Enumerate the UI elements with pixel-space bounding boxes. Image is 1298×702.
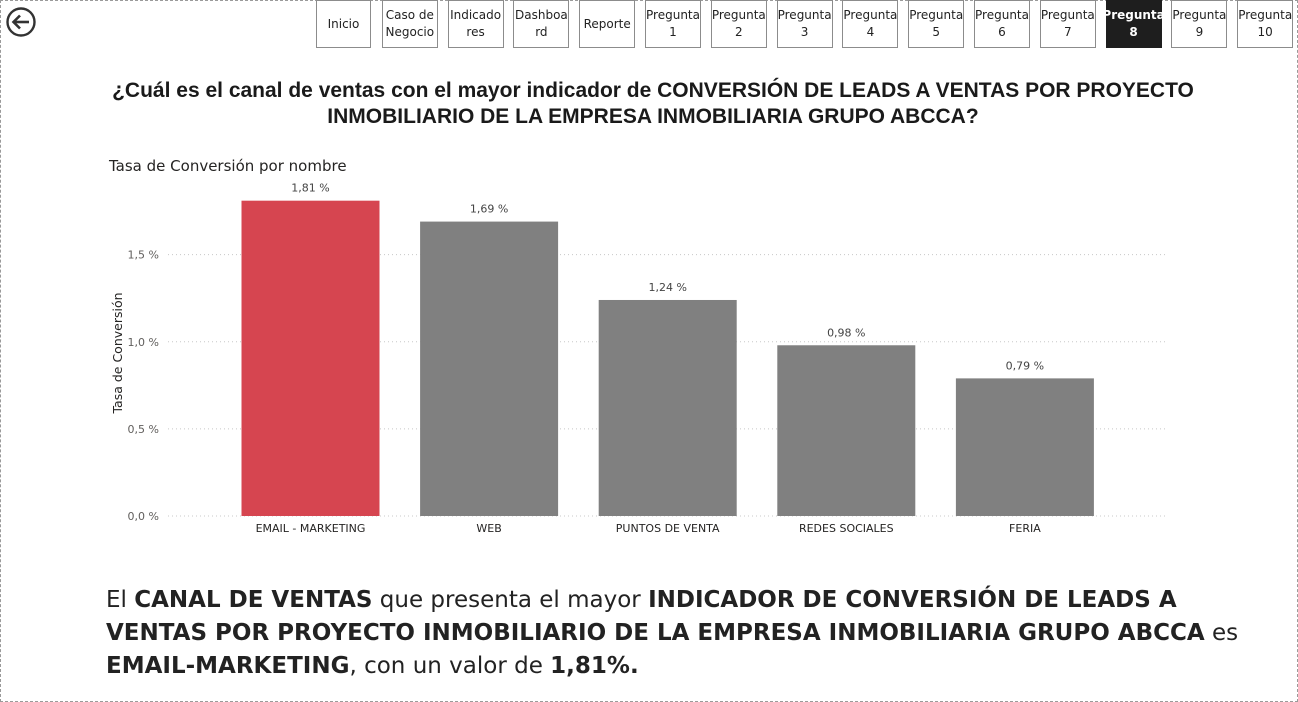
answer-emphasis: 1,81%. [550, 653, 639, 679]
bar-1 [241, 200, 380, 516]
nav-button-2[interactable]: Caso de Negocio [381, 0, 438, 48]
bar-2 [420, 221, 559, 516]
x-tick-label: FERIA [1009, 522, 1041, 535]
nav-button-9[interactable]: Pregunta 4 [842, 0, 899, 48]
answer-text: El CANAL DE VENTAS que presenta el mayor… [106, 584, 1256, 683]
y-axis-label: Tasa de Conversión [110, 292, 125, 414]
x-tick-label: REDES SOCIALES [799, 522, 894, 535]
data-label: 0,98 % [827, 326, 865, 339]
y-tick-label: 0,5 % [128, 423, 159, 436]
nav-button-11[interactable]: Pregunta 6 [974, 0, 1030, 48]
back-arrow-icon[interactable] [5, 6, 37, 38]
answer-emphasis: EMAIL-MARKETING [106, 653, 350, 679]
answer-part: que presenta el mayor [372, 587, 649, 613]
nav-button-7[interactable]: Pregunta 2 [710, 0, 767, 48]
nav-button-1[interactable]: Inicio [316, 0, 371, 48]
answer-part: es [1204, 620, 1239, 646]
y-tick-label: 1,5 % [128, 249, 159, 262]
x-tick-label: WEB [476, 522, 501, 535]
bar-3 [598, 299, 737, 516]
nav-button-6[interactable]: Pregunta 1 [645, 0, 701, 48]
nav-button-4[interactable]: Dashboa rd [513, 0, 570, 48]
y-tick-label: 1,0 % [128, 336, 159, 349]
question-prefix: ¿Cuál es el canal de ventas con el mayor… [112, 79, 658, 102]
nav-button-13[interactable]: Pregunta 8 [1102, 0, 1165, 48]
nav-button-10[interactable]: Pregunta 5 [908, 0, 965, 48]
x-tick-label: EMAIL - MARKETING [256, 522, 366, 535]
nav-button-3[interactable]: Indicado res [447, 0, 504, 48]
answer-emphasis: CANAL DE VENTAS [134, 587, 373, 613]
nav-button-8[interactable]: Pregunta 3 [776, 0, 833, 48]
question-title: ¿Cuál es el canal de ventas con el mayor… [60, 78, 1246, 130]
nav-button-15[interactable]: Pregunta 10 [1237, 0, 1294, 48]
nav-button-5[interactable]: Reporte [579, 0, 636, 48]
data-label: 1,81 % [291, 182, 329, 195]
data-label: 1,69 % [470, 203, 508, 216]
nav-button-14[interactable]: Pregunta 9 [1171, 0, 1228, 48]
bar-5 [955, 378, 1094, 516]
y-tick-label: 0,0 % [128, 510, 159, 523]
data-label: 0,79 % [1006, 359, 1044, 372]
chart-title: Tasa de Conversión por nombre [109, 157, 347, 175]
bar-4 [777, 345, 916, 516]
answer-emphasis: INDICADOR DE CONVERSIÓN DE LEADS A VENTA… [106, 587, 1205, 646]
nav-button-12[interactable]: Pregunta 7 [1039, 0, 1096, 48]
question-emphasis: CONVERSIÓN DE LEADS A VENTAS POR PROYECT… [327, 79, 1194, 128]
answer-part: , con un valor de [349, 653, 551, 679]
answer-part: El [106, 587, 135, 613]
x-tick-label: PUNTOS DE VENTA [616, 522, 720, 535]
data-label: 1,24 % [648, 281, 686, 294]
